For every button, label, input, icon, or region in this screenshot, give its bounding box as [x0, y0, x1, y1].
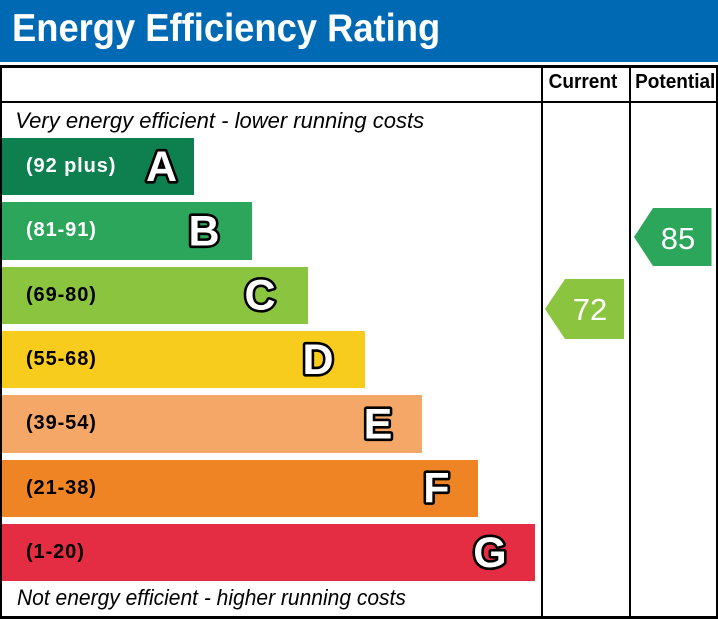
svg-text:F: F [423, 465, 449, 513]
svg-text:G: G [473, 529, 506, 577]
svg-text:72: 72 [573, 292, 607, 327]
svg-text:D: D [302, 336, 333, 384]
svg-text:85: 85 [661, 221, 695, 256]
svg-text:E: E [364, 400, 393, 448]
svg-text:A: A [146, 143, 177, 191]
svg-text:B: B [188, 207, 219, 255]
svg-text:C: C [244, 272, 275, 320]
